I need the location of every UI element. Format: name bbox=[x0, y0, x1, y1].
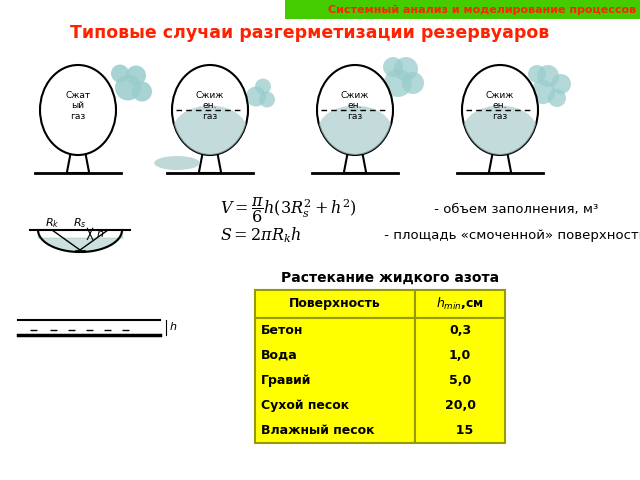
Polygon shape bbox=[199, 151, 221, 173]
Polygon shape bbox=[344, 151, 366, 173]
Text: 5,0: 5,0 bbox=[449, 374, 471, 387]
Circle shape bbox=[255, 79, 271, 95]
Ellipse shape bbox=[317, 65, 393, 155]
Text: Сухой песок: Сухой песок bbox=[261, 399, 349, 412]
Bar bbox=[255, 318, 415, 443]
Text: h: h bbox=[97, 229, 104, 239]
Circle shape bbox=[132, 82, 152, 101]
Text: 1,0: 1,0 bbox=[449, 349, 471, 362]
Circle shape bbox=[548, 89, 566, 107]
Bar bbox=[415, 318, 505, 443]
Text: 0,3: 0,3 bbox=[449, 324, 471, 337]
Text: Поверхность: Поверхность bbox=[289, 298, 381, 311]
Circle shape bbox=[111, 64, 129, 83]
Ellipse shape bbox=[154, 156, 200, 170]
Ellipse shape bbox=[40, 65, 116, 155]
Text: $S = 2\pi R_k h$: $S = 2\pi R_k h$ bbox=[220, 225, 301, 245]
Circle shape bbox=[246, 86, 266, 107]
Text: Типовые случаи разгерметизации резервуаров: Типовые случаи разгерметизации резервуар… bbox=[70, 24, 550, 42]
Text: Сжиж
ен.
газ: Сжиж ен. газ bbox=[486, 91, 514, 121]
Text: Сжиж
ен.
газ: Сжиж ен. газ bbox=[341, 91, 369, 121]
Text: Вода: Вода bbox=[261, 349, 298, 362]
Ellipse shape bbox=[463, 106, 537, 155]
Bar bbox=[255, 290, 415, 318]
Text: Сжиж
ен.
газ: Сжиж ен. газ bbox=[196, 91, 224, 121]
Bar bbox=[415, 290, 505, 318]
Text: Бетон: Бетон bbox=[261, 324, 303, 337]
Ellipse shape bbox=[172, 65, 248, 155]
Text: Гравий: Гравий bbox=[261, 374, 312, 387]
Circle shape bbox=[383, 57, 403, 77]
Polygon shape bbox=[489, 151, 511, 173]
Circle shape bbox=[394, 57, 418, 81]
Text: $V = \dfrac{\pi}{6}h(3R_s^2 + h^2)$: $V = \dfrac{\pi}{6}h(3R_s^2 + h^2)$ bbox=[220, 195, 356, 225]
Text: Сжат
ый
газ: Сжат ый газ bbox=[65, 91, 91, 121]
Circle shape bbox=[537, 65, 559, 87]
Text: $R_k$: $R_k$ bbox=[45, 216, 60, 230]
Text: h: h bbox=[170, 323, 177, 333]
Text: 15: 15 bbox=[447, 424, 473, 437]
Circle shape bbox=[384, 69, 412, 97]
Text: $R_s$: $R_s$ bbox=[73, 216, 87, 230]
Circle shape bbox=[115, 74, 141, 100]
Text: Системный анализ и моделирование процессов: Системный анализ и моделирование процесс… bbox=[328, 5, 636, 15]
Circle shape bbox=[126, 65, 146, 85]
Polygon shape bbox=[67, 151, 89, 173]
Ellipse shape bbox=[318, 106, 392, 155]
Text: $h_{min}$,см: $h_{min}$,см bbox=[436, 296, 484, 312]
Text: 20,0: 20,0 bbox=[445, 399, 476, 412]
Circle shape bbox=[531, 80, 555, 104]
Ellipse shape bbox=[462, 65, 538, 155]
Text: - площадь «смоченной» поверхности: - площадь «смоченной» поверхности bbox=[380, 228, 640, 241]
Text: Влажный песок: Влажный песок bbox=[261, 424, 374, 437]
Circle shape bbox=[259, 92, 275, 108]
Bar bbox=[285, 0, 640, 19]
Text: - объем заполнения, м³: - объем заполнения, м³ bbox=[430, 204, 598, 216]
Circle shape bbox=[528, 65, 546, 83]
Circle shape bbox=[402, 72, 424, 94]
Ellipse shape bbox=[173, 106, 247, 155]
Circle shape bbox=[551, 74, 571, 94]
Text: Растекание жидкого азота: Растекание жидкого азота bbox=[281, 271, 499, 285]
